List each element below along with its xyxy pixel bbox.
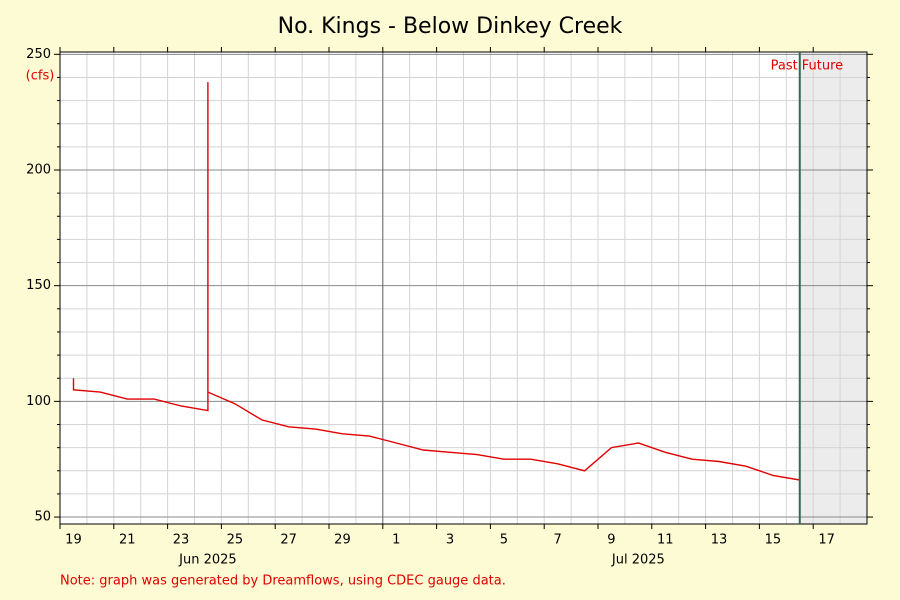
x-tick-label: 9 [607, 533, 615, 548]
x-tick-label: 21 [119, 533, 136, 548]
x-tick-label: 11 [657, 533, 674, 548]
x-tick-label: 25 [227, 533, 244, 548]
x-tick-label: 3 [446, 533, 454, 548]
y-tick-label: 250 [26, 47, 51, 62]
plot-frame [59, 51, 868, 525]
y-tick-label: 150 [26, 278, 51, 293]
x-tick-label: 17 [818, 533, 835, 548]
y-tick-label: 50 [34, 510, 51, 525]
y-tick-label: 100 [26, 394, 51, 409]
y-axis-label: (cfs) [26, 69, 55, 84]
x-tick-label: 23 [173, 533, 190, 548]
past-label: Past [771, 59, 798, 74]
x-tick-label: 15 [765, 533, 782, 548]
note: Note: graph was generated by Dreamflows,… [60, 574, 506, 589]
future-label: Future [802, 59, 843, 74]
x-tick-label: 13 [711, 533, 728, 548]
y-tick-label: 200 [26, 163, 51, 178]
x-tick-label: 29 [334, 533, 351, 548]
x-tick-label: 1 [392, 533, 400, 548]
month-label: Jul 2025 [611, 553, 665, 568]
chart-title: No. Kings - Below Dinkey Creek [278, 14, 623, 39]
x-tick-label: 19 [65, 533, 82, 548]
future-region [799, 52, 867, 524]
flow-line [72, 82, 800, 481]
x-tick-label: 7 [554, 533, 562, 548]
month-label: Jun 2025 [178, 553, 237, 568]
x-tick-label: 5 [500, 533, 508, 548]
x-tick-label: 27 [280, 533, 297, 548]
